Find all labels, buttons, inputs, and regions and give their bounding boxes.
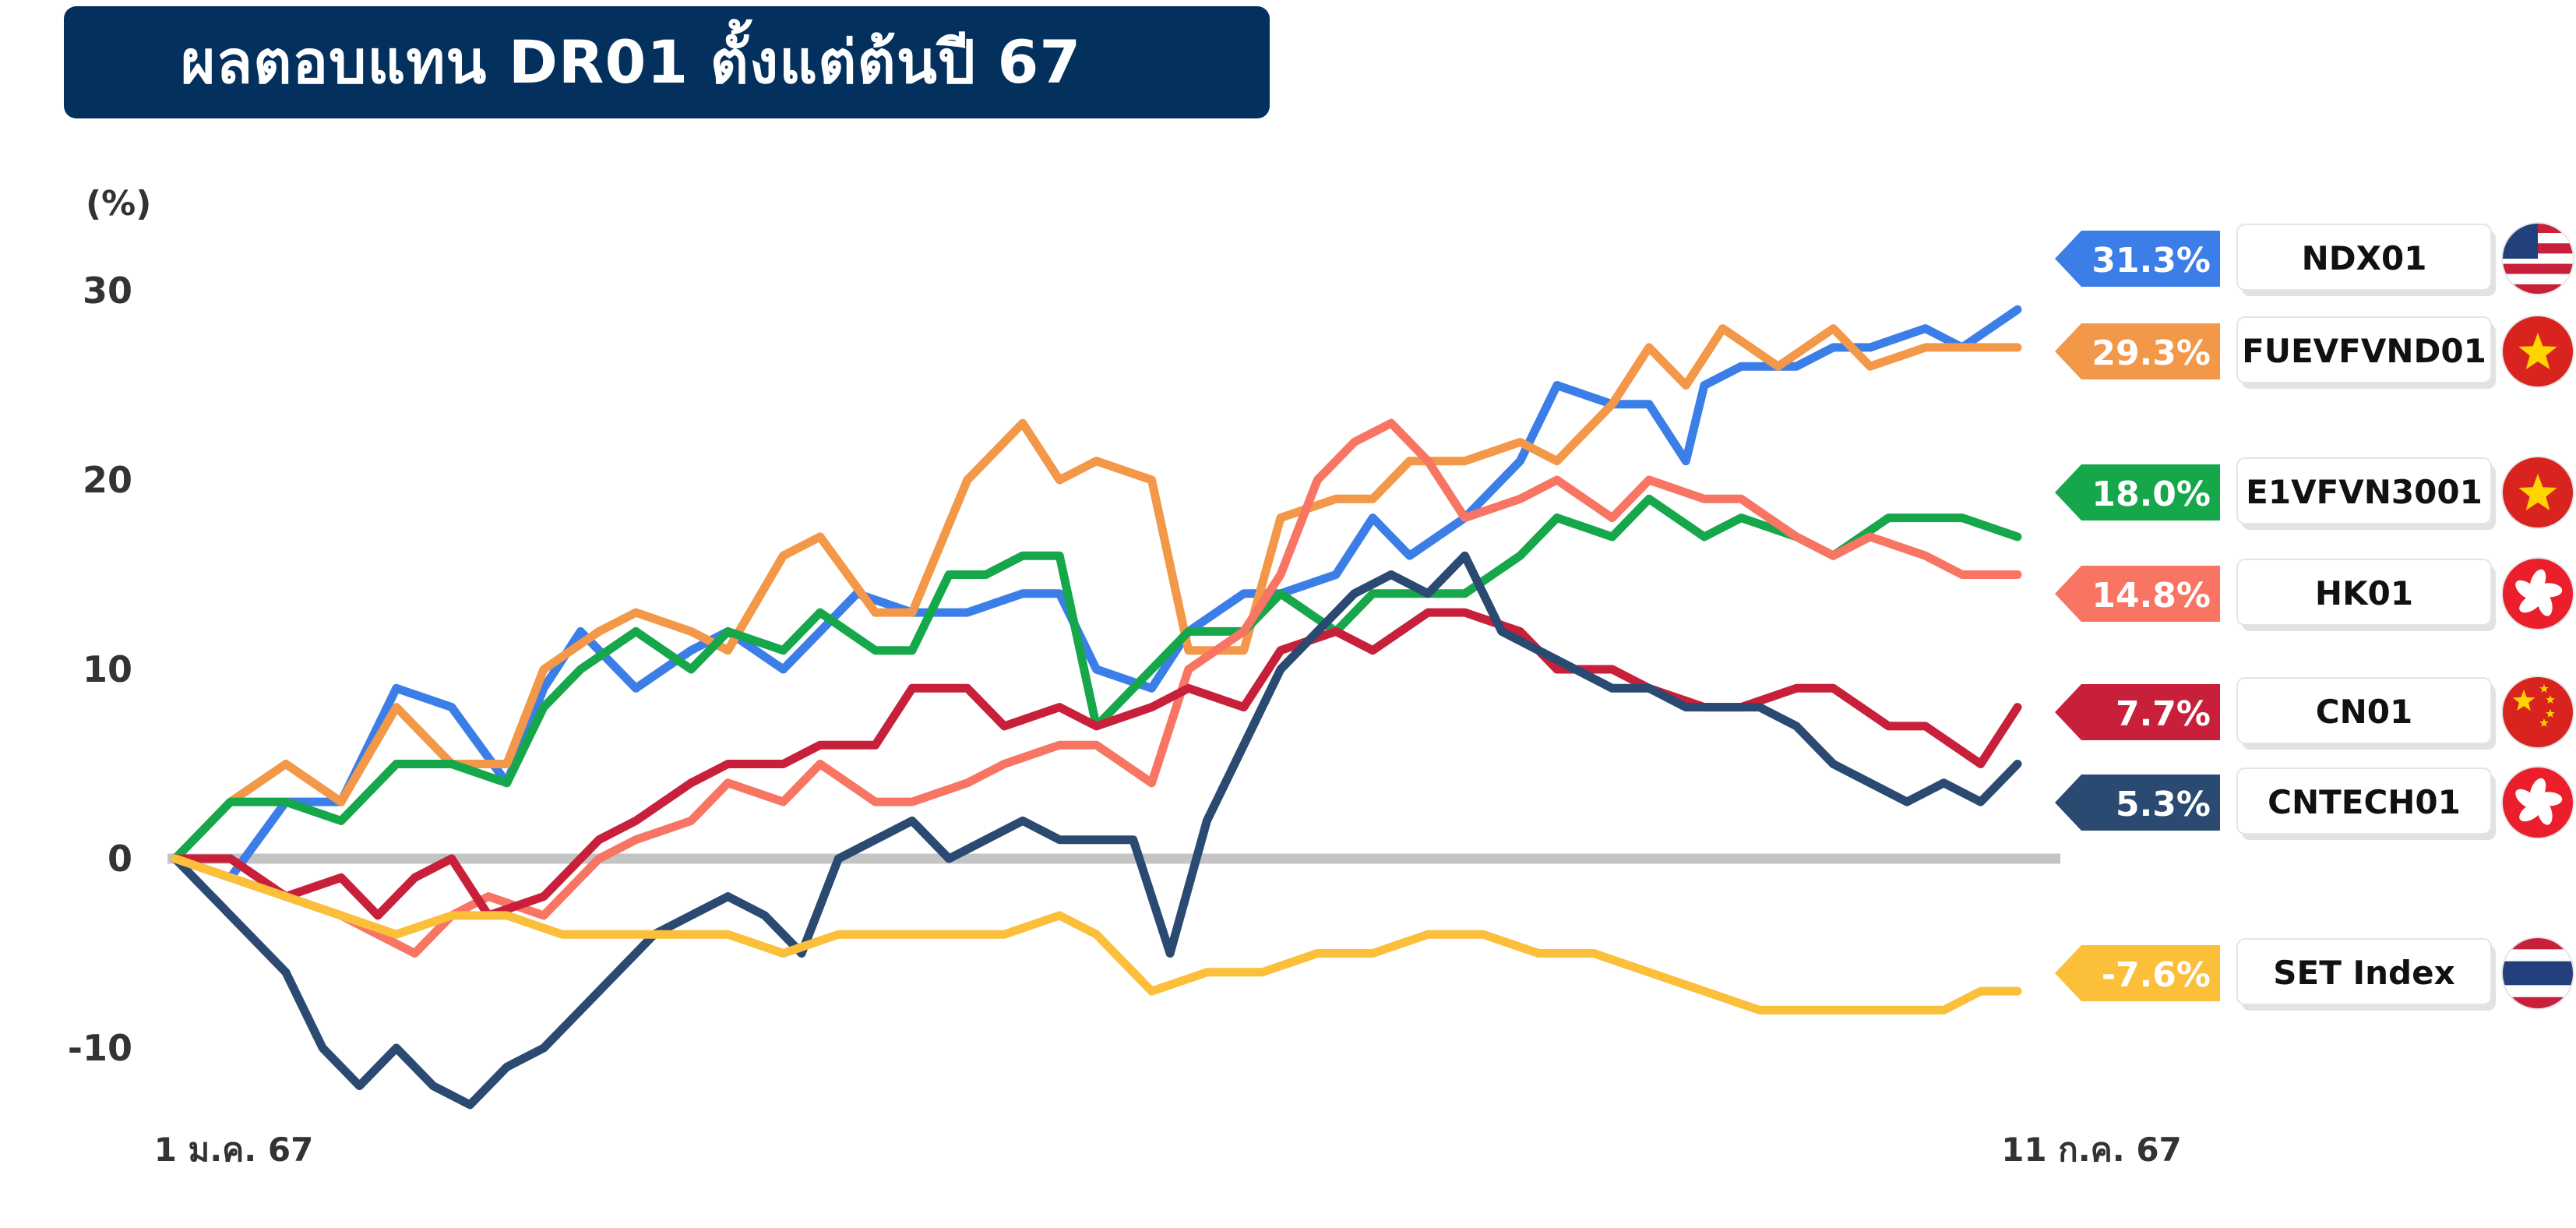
series-name-box <box>2236 316 2492 383</box>
legend-entry: 7.7% CN01 <box>2055 676 2574 750</box>
y-tick-label: 30 <box>83 270 132 312</box>
series-name: FUEVFVND01 <box>2242 332 2486 370</box>
page-title: ผลตอบแทน DR01 ตั้งแต่ต้นปี 67 <box>181 27 1082 97</box>
y-tick-label: 20 <box>83 459 132 501</box>
hk-flag-icon <box>2502 558 2574 630</box>
value-label: 14.8% <box>2091 576 2211 616</box>
value-label: 31.3% <box>2091 241 2211 281</box>
series-name: CNTECH01 <box>2268 783 2461 821</box>
legend-entry: 14.8% HK01 <box>2055 557 2574 631</box>
series-line-set-index <box>171 854 2022 1015</box>
series-name-box <box>2236 768 2492 835</box>
value-label: 18.0% <box>2091 475 2211 514</box>
value-tag <box>2055 231 2220 287</box>
legend-entry: 18.0% E1VFVN3001 <box>2055 456 2574 530</box>
series-line-fuevfvnd01 <box>171 324 2022 863</box>
y-tick-label: 10 <box>83 648 132 690</box>
series-line-cntech01 <box>171 551 2022 1110</box>
series-line-ndx01 <box>171 305 2022 882</box>
value-tag <box>2055 945 2220 1001</box>
series-lines <box>171 305 2022 1110</box>
series-name-box <box>2236 677 2492 744</box>
series-name: HK01 <box>2315 574 2413 612</box>
value-label: 5.3% <box>2116 785 2211 824</box>
series-name: E1VFVN3001 <box>2246 473 2483 511</box>
legend-entry: 29.3% FUEVFVND01 <box>2055 315 2574 389</box>
series-name: NDX01 <box>2302 239 2427 277</box>
cn-flag-icon <box>2502 676 2574 748</box>
y-tick-label: -10 <box>68 1027 132 1069</box>
hk-flag-icon <box>2502 767 2574 838</box>
value-label: 29.3% <box>2091 333 2211 373</box>
y-axis-ticks: 30 20 10 0 -10 <box>68 270 132 1069</box>
legend: 31.3% NDX01 29.3% FUEVFVND01 18.0% E1VFVN3001… <box>2055 222 2574 1011</box>
legend-entry: 31.3% NDX01 <box>2055 222 2574 296</box>
series-name-box <box>2236 457 2492 524</box>
legend-entry: 5.3% CNTECH01 <box>2055 766 2574 840</box>
x-axis-ticks: 1 ม.ค. 67 11 ก.ค. 67 <box>154 1131 2182 1169</box>
value-label: -7.6% <box>2102 955 2211 995</box>
x-tick-label: 1 ม.ค. 67 <box>154 1131 314 1169</box>
vn-flag-icon <box>2502 316 2574 387</box>
y-axis-label: (%) <box>86 184 151 224</box>
value-tag <box>2055 566 2220 622</box>
x-tick-label: 11 ก.ค. 67 <box>2001 1131 2182 1169</box>
value-tag <box>2055 775 2220 831</box>
value-tag <box>2055 323 2220 379</box>
series-name: SET Index <box>2273 954 2454 992</box>
title-banner: ผลตอบแทน DR01 ตั้งแต่ต้นปี 67 <box>64 6 1270 118</box>
series-line-e1vfvn3001 <box>171 494 2022 863</box>
series-name-box <box>2236 938 2492 1005</box>
value-tag <box>2055 684 2220 740</box>
series-name-box <box>2236 224 2492 291</box>
series-name-box <box>2236 559 2492 626</box>
value-tag <box>2055 464 2220 520</box>
value-label: 7.7% <box>2116 694 2211 734</box>
y-tick-label: 0 <box>107 838 132 880</box>
series-line-hk01 <box>171 418 2022 958</box>
vn-flag-icon <box>2502 457 2574 528</box>
legend-entry: -7.6% SET Index <box>2055 937 2574 1011</box>
series-name: CN01 <box>2316 693 2412 731</box>
